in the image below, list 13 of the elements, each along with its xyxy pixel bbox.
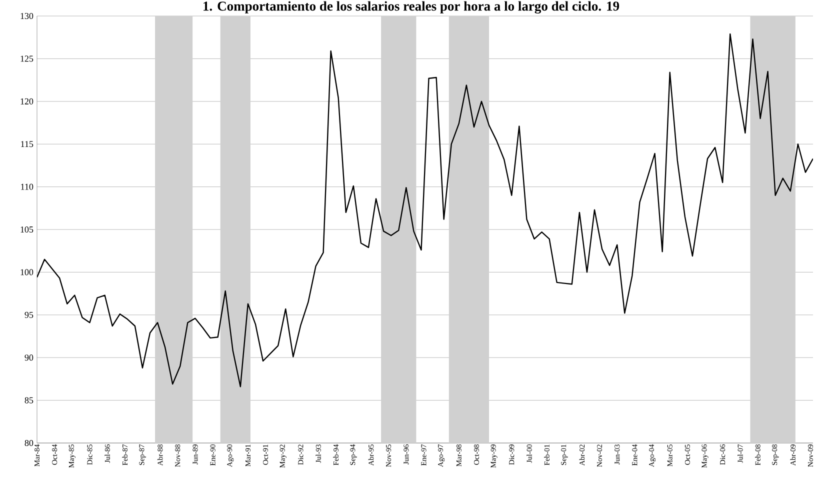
- y-tick-label: 110: [21, 184, 34, 190]
- y-tick-label: 85: [24, 397, 34, 404]
- y-tick-label: 120: [20, 98, 34, 104]
- y-tick-label: 130: [20, 12, 34, 20]
- y-tick-label: 125: [20, 56, 34, 62]
- y-tick-label: 95: [24, 312, 34, 318]
- y-tick-label: 105: [20, 226, 34, 233]
- chart-title: 1. Comportamiento de los salarios reales por hora a lo largo del ciclo. 19: [204, 1, 620, 14]
- y-tick-label: 90: [24, 354, 34, 361]
- line-series: [37, 33, 814, 388]
- y-tick-label: 80: [24, 440, 34, 446]
- y-tick-label: 115: [21, 141, 34, 148]
- y-tick-label: 100: [20, 269, 34, 276]
